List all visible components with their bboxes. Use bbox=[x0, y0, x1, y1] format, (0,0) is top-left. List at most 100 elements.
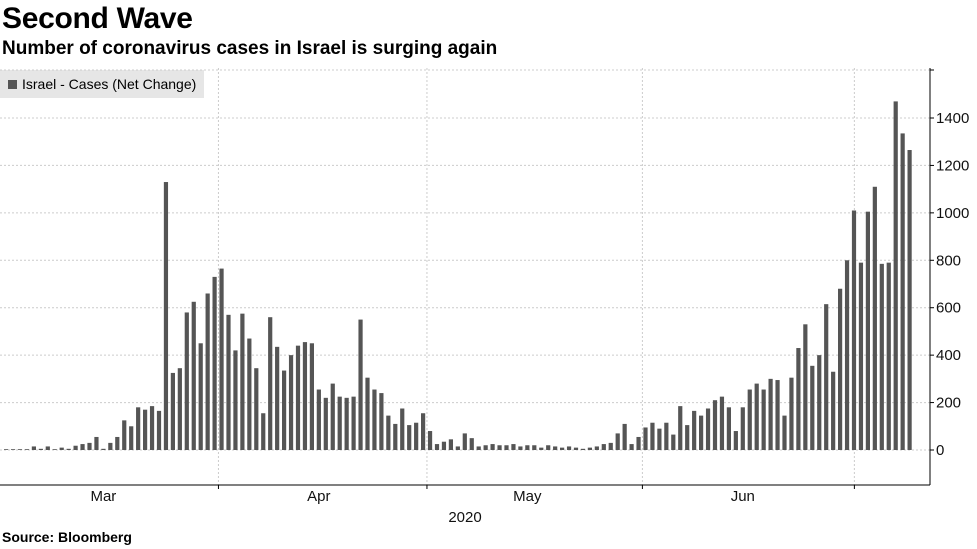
bar bbox=[288, 355, 294, 450]
bar bbox=[358, 319, 363, 450]
bar bbox=[761, 389, 766, 450]
bar bbox=[149, 406, 155, 450]
bar bbox=[671, 434, 676, 450]
bar bbox=[108, 442, 113, 450]
x-tick-label: Apr bbox=[307, 488, 330, 505]
legend-label: Israel - Cases (Net Change) bbox=[22, 76, 197, 92]
source-note: Source: Bloomberg bbox=[2, 529, 132, 545]
bar bbox=[344, 397, 349, 450]
bar bbox=[726, 407, 731, 450]
bar bbox=[608, 442, 613, 450]
bar bbox=[824, 304, 829, 450]
chart-subtitle: Number of coronavirus cases in Israel is… bbox=[2, 38, 498, 59]
bar bbox=[226, 314, 231, 450]
y-tick-label: 600 bbox=[936, 300, 961, 317]
bar bbox=[351, 396, 356, 450]
bar bbox=[101, 448, 106, 450]
bar bbox=[434, 444, 440, 450]
y-tick-label: 0 bbox=[936, 442, 944, 459]
bar bbox=[73, 445, 78, 450]
y-tick-label: 1400 bbox=[936, 110, 969, 127]
y-tick-label: 200 bbox=[936, 395, 961, 412]
y-tick-label: 800 bbox=[936, 252, 961, 269]
y-tick-label: 1000 bbox=[936, 205, 969, 222]
bar bbox=[518, 446, 523, 450]
bar bbox=[768, 378, 773, 450]
bar bbox=[712, 400, 718, 450]
bar bbox=[699, 415, 704, 450]
bar bbox=[302, 342, 308, 450]
bar bbox=[393, 423, 398, 450]
bar bbox=[643, 427, 648, 450]
bar bbox=[601, 444, 606, 450]
bar bbox=[754, 383, 759, 450]
bar bbox=[872, 186, 877, 450]
bar bbox=[476, 446, 481, 450]
bar bbox=[184, 312, 189, 450]
bar bbox=[156, 410, 162, 450]
bar bbox=[177, 368, 182, 450]
bar bbox=[546, 445, 551, 450]
bar bbox=[650, 422, 655, 450]
bar bbox=[198, 343, 203, 450]
bar bbox=[685, 425, 690, 450]
bar bbox=[747, 389, 752, 450]
bar bbox=[865, 211, 870, 450]
bar bbox=[566, 446, 572, 450]
bar bbox=[560, 447, 565, 450]
bar bbox=[622, 423, 627, 450]
bars bbox=[4, 101, 912, 451]
bar bbox=[587, 447, 592, 450]
bar bbox=[629, 444, 634, 450]
bar bbox=[692, 410, 697, 450]
bar bbox=[455, 446, 460, 450]
bar bbox=[553, 446, 558, 450]
x-tick-label: Jun bbox=[731, 488, 755, 505]
bar bbox=[337, 396, 342, 450]
bar bbox=[427, 431, 433, 450]
bar bbox=[163, 182, 169, 450]
bar bbox=[330, 383, 335, 450]
bar bbox=[316, 389, 321, 450]
bar bbox=[462, 433, 467, 450]
bar bbox=[838, 288, 843, 450]
bar bbox=[497, 445, 502, 450]
bar bbox=[775, 380, 780, 450]
bar bbox=[678, 406, 683, 450]
bar bbox=[831, 371, 836, 450]
bar bbox=[469, 438, 474, 450]
bar bbox=[66, 448, 71, 450]
bar bbox=[421, 413, 426, 450]
bar bbox=[900, 133, 905, 450]
bar bbox=[365, 377, 370, 450]
bar bbox=[295, 345, 301, 450]
x-axis-label: 2020 bbox=[448, 509, 481, 526]
bar bbox=[143, 409, 148, 450]
bar bbox=[372, 389, 377, 450]
bar bbox=[719, 396, 725, 450]
bar bbox=[52, 449, 57, 450]
bar bbox=[886, 262, 891, 450]
bar bbox=[407, 425, 412, 450]
bar bbox=[115, 436, 120, 450]
bar bbox=[580, 448, 586, 450]
bar bbox=[594, 446, 599, 450]
bar bbox=[789, 377, 794, 450]
bar bbox=[254, 368, 259, 450]
bar bbox=[129, 426, 134, 450]
bar bbox=[441, 441, 447, 450]
bar bbox=[261, 413, 266, 450]
chart-title: Second Wave bbox=[2, 2, 193, 35]
bar bbox=[10, 449, 16, 450]
bar bbox=[268, 317, 273, 450]
axes: 0 200 400 600 800 1000 1200 1400 Mar Apr May Jun 202… bbox=[0, 68, 969, 526]
legend-swatch bbox=[8, 79, 17, 89]
x-tick-label: May bbox=[513, 488, 542, 505]
bar bbox=[532, 445, 537, 450]
bar bbox=[80, 444, 85, 450]
bar bbox=[275, 346, 280, 450]
bar bbox=[191, 301, 196, 450]
bar bbox=[87, 442, 92, 450]
bar bbox=[539, 447, 544, 450]
